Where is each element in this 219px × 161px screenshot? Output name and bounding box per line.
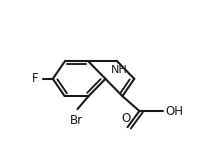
Text: O: O: [121, 112, 131, 125]
Text: OH: OH: [166, 104, 184, 118]
Text: F: F: [32, 72, 38, 85]
Text: NH: NH: [111, 65, 127, 75]
Text: Br: Br: [70, 114, 83, 127]
